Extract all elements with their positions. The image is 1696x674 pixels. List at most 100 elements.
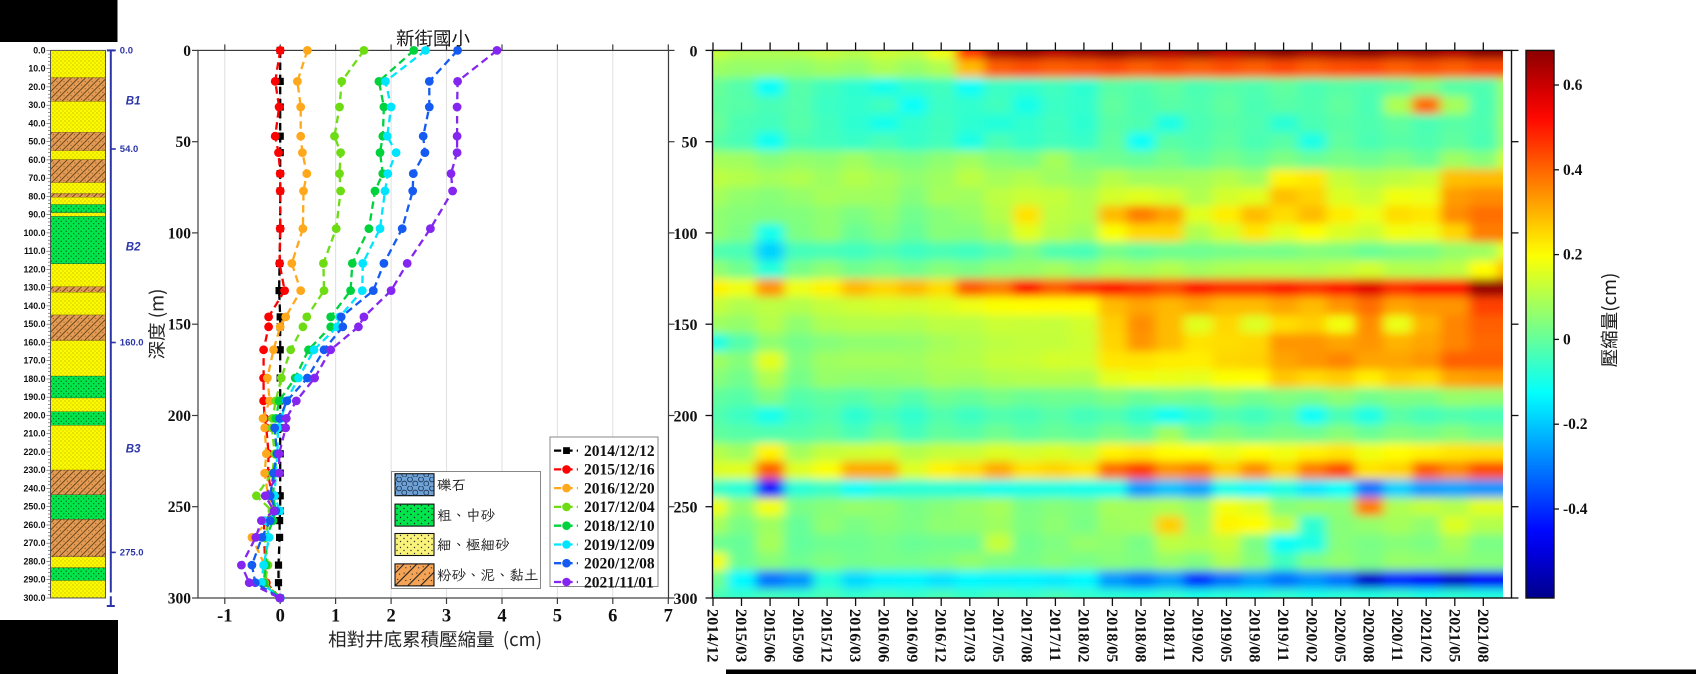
svg-text:250: 250: [168, 499, 192, 516]
svg-text:2020/05: 2020/05: [1331, 609, 1350, 662]
svg-text:2018/11: 2018/11: [1160, 609, 1179, 661]
svg-text:240.0: 240.0: [23, 484, 45, 494]
svg-text:2021/11/01: 2021/11/01: [584, 574, 654, 591]
svg-text:140.0: 140.0: [23, 301, 45, 311]
svg-text:110.0: 110.0: [24, 246, 46, 256]
svg-text:-0.4: -0.4: [1563, 501, 1588, 518]
svg-text:100: 100: [168, 225, 192, 242]
svg-text:2017/05: 2017/05: [989, 609, 1008, 662]
svg-text:2017/03: 2017/03: [960, 609, 979, 662]
svg-text:0: 0: [183, 43, 191, 60]
svg-text:150.0: 150.0: [23, 319, 45, 329]
svg-text:160.0: 160.0: [23, 338, 45, 348]
svg-text:90.0: 90.0: [28, 210, 45, 220]
svg-text:160.0: 160.0: [120, 338, 144, 349]
svg-text:290.0: 290.0: [23, 575, 45, 585]
svg-text:130.0: 130.0: [23, 283, 45, 293]
svg-text:100: 100: [674, 226, 698, 243]
svg-text:2017/08: 2017/08: [1017, 609, 1036, 662]
svg-text:2015/12/16: 2015/12/16: [584, 462, 655, 479]
svg-text:0.2: 0.2: [1563, 247, 1583, 264]
svg-text:0: 0: [1563, 331, 1571, 348]
svg-text:170.0: 170.0: [23, 356, 45, 366]
svg-text:180.0: 180.0: [23, 374, 45, 384]
svg-text:3: 3: [442, 607, 451, 627]
svg-text:150: 150: [168, 317, 192, 334]
svg-text:250: 250: [674, 500, 698, 517]
svg-text:2016/12: 2016/12: [932, 609, 951, 662]
svg-text:2017/12/04: 2017/12/04: [584, 499, 655, 516]
svg-text:40.0: 40.0: [28, 118, 45, 128]
svg-text:2019/08: 2019/08: [1246, 609, 1265, 662]
svg-text:6: 6: [608, 607, 617, 627]
svg-text:0: 0: [276, 607, 285, 627]
svg-text:2014/12: 2014/12: [704, 609, 723, 662]
svg-text:100.0: 100.0: [23, 228, 45, 238]
svg-text:5: 5: [553, 607, 562, 627]
svg-text:300.0: 300.0: [23, 593, 45, 603]
svg-text:300: 300: [674, 591, 698, 608]
svg-text:2020/08: 2020/08: [1360, 609, 1379, 662]
svg-text:20.0: 20.0: [28, 82, 45, 92]
svg-text:50: 50: [682, 135, 698, 152]
svg-text:1: 1: [331, 607, 340, 627]
svg-text:70.0: 70.0: [28, 173, 45, 183]
svg-text:0.4: 0.4: [1563, 162, 1583, 179]
svg-text:2016/06: 2016/06: [875, 609, 894, 662]
svg-text:60.0: 60.0: [28, 155, 45, 165]
svg-text:2021/02: 2021/02: [1417, 609, 1436, 662]
svg-text:220.0: 220.0: [23, 447, 45, 457]
svg-text:30.0: 30.0: [28, 100, 45, 110]
svg-text:B2: B2: [126, 242, 141, 254]
svg-text:7: 7: [664, 607, 673, 627]
svg-text:2016/09: 2016/09: [903, 609, 922, 662]
svg-text:210.0: 210.0: [23, 429, 45, 439]
svg-text:2018/12/10: 2018/12/10: [584, 518, 655, 535]
svg-text:2015/12: 2015/12: [818, 609, 837, 662]
svg-text:50.0: 50.0: [28, 137, 45, 147]
svg-text:280.0: 280.0: [23, 557, 45, 567]
svg-text:200: 200: [168, 408, 192, 425]
svg-text:200.0: 200.0: [23, 411, 45, 421]
svg-text:2018/02: 2018/02: [1074, 609, 1093, 662]
svg-text:-0.2: -0.2: [1563, 416, 1588, 433]
svg-text:0: 0: [690, 43, 698, 60]
svg-text:0.0: 0.0: [120, 45, 133, 56]
svg-text:2020/12/08: 2020/12/08: [584, 556, 655, 573]
svg-text:300: 300: [168, 591, 192, 608]
svg-text:-1: -1: [217, 607, 232, 627]
svg-text:0.6: 0.6: [1563, 77, 1583, 94]
svg-text:2015/06: 2015/06: [761, 609, 780, 662]
svg-text:2016/03: 2016/03: [846, 609, 865, 662]
svg-text:260.0: 260.0: [23, 520, 45, 530]
svg-text:2018/05: 2018/05: [1103, 609, 1122, 662]
svg-text:10.0: 10.0: [28, 64, 45, 74]
svg-text:2020/11: 2020/11: [1388, 609, 1407, 661]
svg-text:80.0: 80.0: [28, 191, 45, 201]
svg-text:2015/09: 2015/09: [789, 609, 808, 662]
svg-text:275.0: 275.0: [120, 547, 144, 558]
svg-text:2021/05: 2021/05: [1445, 609, 1464, 662]
svg-text:2: 2: [386, 607, 395, 627]
svg-text:2019/02: 2019/02: [1189, 609, 1208, 662]
svg-text:230.0: 230.0: [23, 465, 45, 475]
svg-text:2017/11: 2017/11: [1046, 609, 1065, 661]
svg-text:2016/12/20: 2016/12/20: [584, 480, 655, 497]
svg-text:200: 200: [674, 409, 698, 426]
svg-text:2015/03: 2015/03: [732, 609, 751, 662]
svg-text:2019/05: 2019/05: [1217, 609, 1236, 662]
svg-text:2019/11: 2019/11: [1274, 609, 1293, 661]
svg-text:2019/12/09: 2019/12/09: [584, 537, 655, 554]
svg-text:120.0: 120.0: [23, 264, 45, 274]
svg-text:50: 50: [176, 134, 192, 151]
svg-text:270.0: 270.0: [23, 538, 45, 548]
svg-text:2018/08: 2018/08: [1132, 609, 1151, 662]
svg-text:190.0: 190.0: [23, 392, 45, 402]
svg-text:54.0: 54.0: [120, 144, 139, 155]
svg-text:2014/12/12: 2014/12/12: [584, 443, 655, 460]
svg-text:2020/02: 2020/02: [1303, 609, 1322, 662]
svg-text:B3: B3: [126, 443, 141, 455]
svg-text:2021/08: 2021/08: [1474, 609, 1493, 662]
svg-text:0.0: 0.0: [33, 45, 45, 55]
svg-text:B1: B1: [126, 96, 141, 108]
